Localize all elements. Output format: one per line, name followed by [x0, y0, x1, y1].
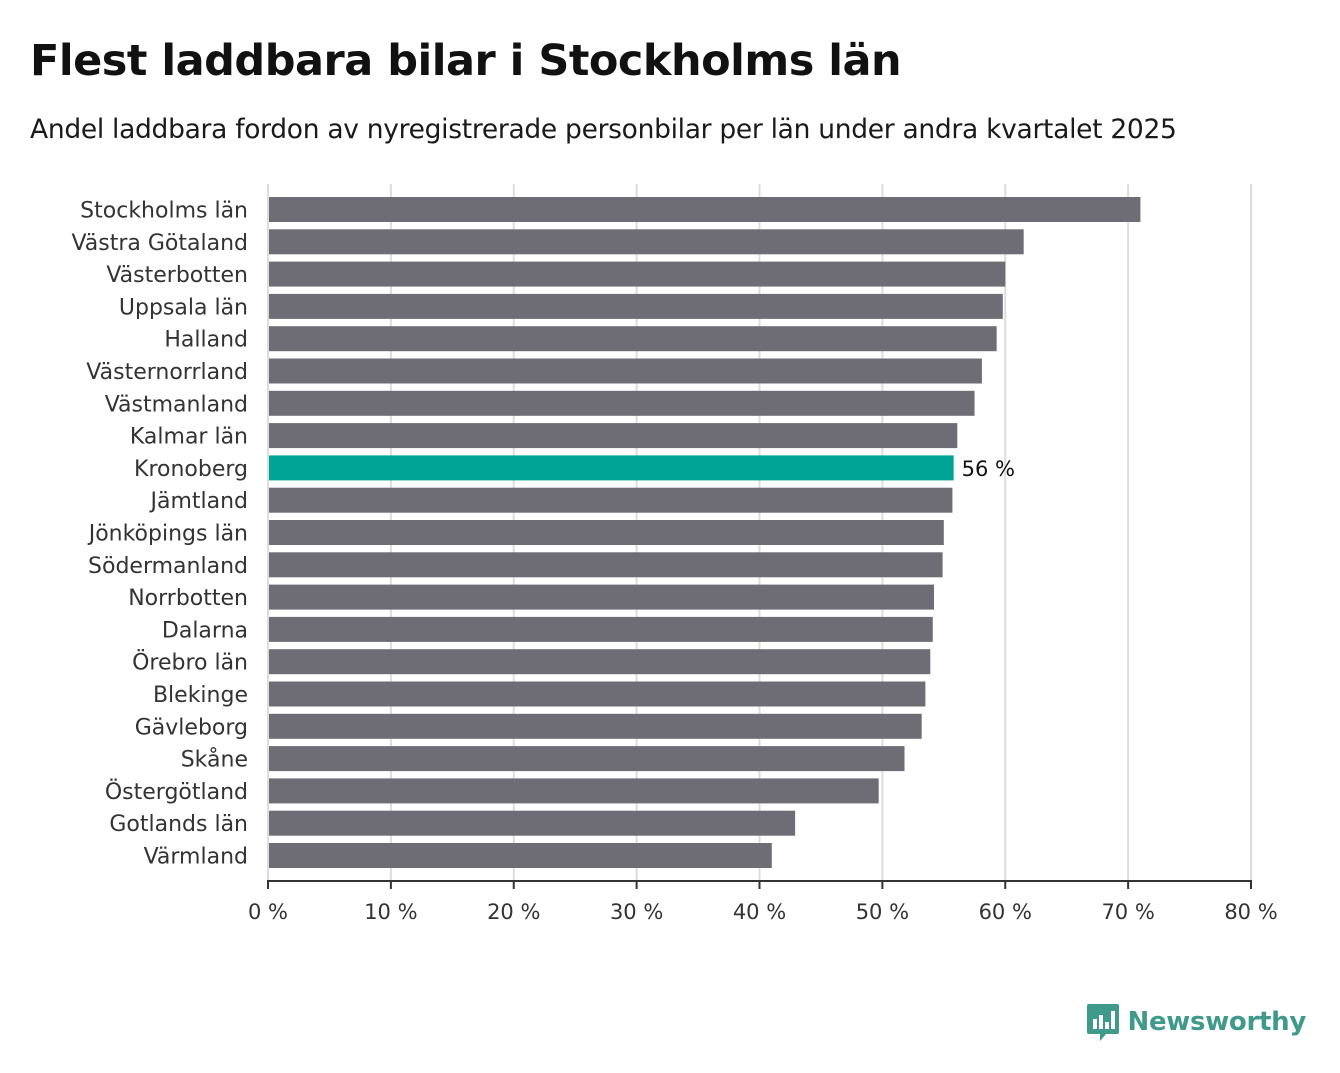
category-label: Västra Götaland [71, 231, 248, 256]
category-label: Jämtland [148, 489, 248, 514]
category-label: Västmanland [105, 392, 248, 417]
category-label: Blekinge [153, 683, 248, 708]
category-label: Gävleborg [135, 715, 248, 740]
bar [268, 326, 997, 352]
x-tick-label: 60 % [979, 900, 1032, 924]
x-tick-label: 0 % [248, 900, 288, 924]
category-label: Halland [164, 328, 248, 353]
data-label: 56 % [962, 457, 1015, 481]
category-label: Södermanland [88, 554, 248, 579]
category-label: Norrbotten [128, 586, 248, 611]
x-tick-label: 30 % [610, 900, 663, 924]
bar [268, 197, 1141, 222]
bar [268, 681, 926, 707]
category-label: Västerbotten [106, 263, 248, 288]
category-label: Västernorrland [86, 360, 248, 385]
category-label: Örebro län [132, 650, 248, 676]
category-label: Uppsala län [119, 295, 248, 320]
category-label: Kalmar län [130, 425, 248, 450]
bar [268, 810, 796, 836]
x-tick-label: 20 % [487, 900, 540, 924]
logo-text: Newsworthy [1127, 1007, 1307, 1037]
newsworthy-logo-icon [1086, 1004, 1119, 1041]
bar [268, 616, 933, 642]
bar [268, 293, 1003, 319]
category-label: Gotlands län [109, 812, 248, 837]
x-tick-label: 10 % [364, 900, 417, 924]
bar [268, 423, 958, 449]
bar-chart: 0 % 10 % 20 % 30 % 40 % 50 % 60 % 70 % 80 % Stock… [71, 184, 1278, 924]
x-tick-label: 50 % [856, 900, 909, 924]
bar [268, 713, 922, 739]
category-label: Dalarna [162, 618, 248, 643]
category-label: Östergötland [105, 779, 248, 805]
bar [268, 584, 934, 610]
x-tick-label: 80 % [1224, 900, 1277, 924]
bar [268, 778, 879, 804]
bar [268, 746, 905, 772]
bar [268, 261, 1006, 287]
category-label: Skåne [181, 747, 248, 773]
category-label: Kronoberg [134, 457, 248, 482]
chart-subtitle: Andel laddbara fordon av nyregistrerade … [30, 114, 1177, 145]
x-tick-label: 70 % [1101, 900, 1154, 924]
newsworthy-logo: Newsworthy [1086, 1002, 1306, 1042]
category-label: Jönköpings län [87, 522, 248, 547]
bar [268, 552, 943, 578]
bar [268, 229, 1024, 255]
bar [268, 649, 931, 675]
category-label: Värmland [144, 845, 248, 870]
chart-title: Flest laddbara bilar i Stockholms län [30, 36, 902, 86]
bar [268, 487, 953, 513]
category-label: Stockholms län [80, 199, 248, 224]
bar [268, 843, 772, 868]
bar [268, 520, 944, 545]
bar [268, 390, 975, 416]
bar [268, 358, 982, 384]
x-tick-label: 40 % [733, 900, 786, 924]
bar-highlight [268, 455, 954, 481]
